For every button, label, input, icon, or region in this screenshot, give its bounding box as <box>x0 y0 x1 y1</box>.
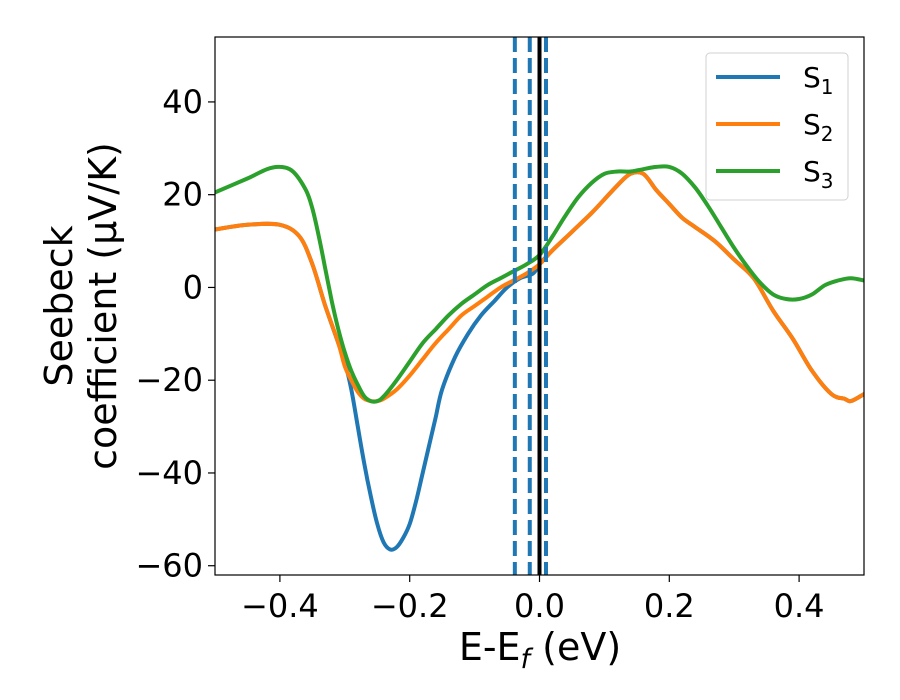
legend-label-s3: S3 <box>803 155 834 193</box>
y-axis-ticks: −60 −40 −20 0 20 40 <box>135 83 215 585</box>
y-tick-label: 20 <box>162 176 203 214</box>
x-axis-label-unit: (eV) <box>530 625 621 669</box>
x-tick-label: 0.0 <box>514 587 565 625</box>
reference-lines <box>512 37 548 575</box>
x-axis-label-main: E-E <box>459 625 521 669</box>
x-axis-ticks: −0.4 −0.2 0.0 0.2 0.4 <box>241 575 825 625</box>
legend-box <box>705 52 849 201</box>
x-tick-label: 0.4 <box>774 587 825 625</box>
y-tick-label: −40 <box>135 454 203 492</box>
y-axis-label-line2: coefficient (μV/K) <box>81 142 125 470</box>
x-tick-label: −0.4 <box>241 587 319 625</box>
y-tick-label: 40 <box>162 83 203 121</box>
legend-label-s2: S2 <box>803 108 834 146</box>
y-axis-label: Seebeck coefficient (μV/K) <box>37 142 125 470</box>
y-tick-label: −20 <box>135 361 203 399</box>
legend-label-s1: S1 <box>803 61 834 99</box>
y-tick-label: −60 <box>135 547 203 585</box>
y-tick-label: 0 <box>183 268 203 306</box>
x-axis-label: E-Ef (eV) <box>459 625 621 675</box>
y-axis-label-line1: Seebeck <box>37 225 81 386</box>
x-tick-label: 0.2 <box>644 587 695 625</box>
x-tick-label: −0.2 <box>371 587 449 625</box>
legend: S1 S2 S3 <box>705 52 849 201</box>
